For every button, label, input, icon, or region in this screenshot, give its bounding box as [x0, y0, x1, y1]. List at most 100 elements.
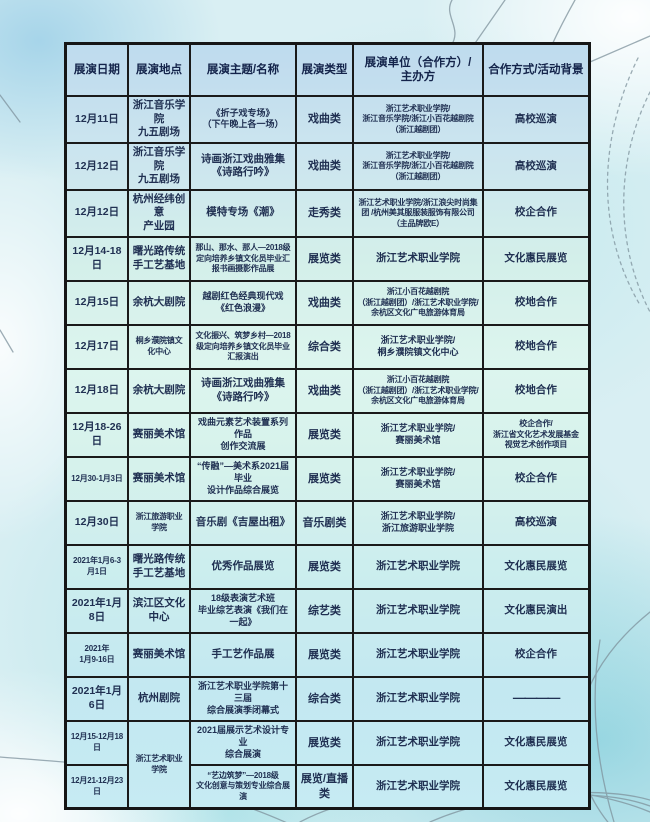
table-body: 12月11日 浙江音乐学院 九五剧场 《折子戏专场》 （下午晚上各一场） 戏曲类 浙江艺… — [64, 95, 591, 810]
cell-date: 12月15-12月18日 — [64, 719, 129, 766]
cell-date: 12月12日 — [64, 188, 129, 238]
cell-date: 12月17日 — [64, 323, 129, 370]
cell-theme: 戏曲元素艺术装置系列作品 创作交流展 — [189, 411, 297, 458]
table-row: 12月15日 余杭大剧院 越剧红色经典现代戏 《红色浪漫》 戏曲类 浙江小百花越剧院 （… — [64, 279, 591, 326]
cell-location: 杭州剧院 — [126, 675, 192, 722]
cell-cooperation: 文化惠民展览 — [481, 719, 591, 766]
header-organizer: 展演单位（合作方）/ 主办方 — [352, 42, 484, 97]
cell-location: 曙光路传统 手工艺基地 — [126, 543, 192, 590]
cell-cooperation: 文化惠民展览 — [481, 235, 591, 282]
cell-organizer: 浙江艺术职业学院 — [352, 719, 484, 766]
cell-date: 12月14-18日 — [64, 235, 129, 282]
header-cooperation: 合作方式/活动背景 — [481, 42, 591, 97]
cell-organizer: 浙江艺术职业学院/ 浙江音乐学院/浙江小百花越剧院 （浙江越剧团） — [352, 95, 484, 144]
cell-organizer: 浙江艺术职业学院 — [352, 631, 484, 678]
cell-theme: 诗画浙江戏曲雅集 《诗路行吟》 — [189, 367, 297, 414]
cell-theme: “传融”—美术系2021届毕业 设计作品综合展览 — [189, 455, 297, 502]
cell-type: 综合类 — [294, 675, 355, 722]
cell-location: 浙江音乐学院 九五剧场 — [126, 141, 192, 191]
cell-date: 2021年1月6日 — [64, 675, 129, 722]
cell-type: 展览类 — [294, 411, 355, 458]
cell-location: 桐乡濮院镇文化中心 — [126, 323, 192, 370]
cell-location: 浙江旅游职业学院 — [126, 499, 192, 546]
cell-organizer: 浙江艺术职业学院 — [352, 543, 484, 590]
cell-theme: 音乐剧《吉屋出租》 — [189, 499, 297, 546]
header-row: 展演日期 展演地点 展演主题/名称 展演类型 展演单位（合作方）/ 主办方 合作… — [64, 42, 591, 97]
table-row: 12月12日 浙江音乐学院 九五剧场 诗画浙江戏曲雅集 《诗路行吟》 戏曲类 浙江艺术职… — [64, 141, 591, 191]
performance-schedule: 展演日期 展演地点 展演主题/名称 展演类型 展演单位（合作方）/ 主办方 合作… — [64, 42, 591, 811]
cell-type: 展览类 — [294, 543, 355, 590]
cell-cooperation: 文化惠民展览 — [481, 763, 591, 810]
sketch-curve — [449, 0, 456, 47]
cell-type: 走秀类 — [294, 188, 355, 238]
cell-cooperation: 高校巡演 — [481, 499, 591, 546]
cell-theme: “艺边筑梦”—2018级 文化创意与策划专业综合展演 — [189, 763, 297, 810]
cell-organizer: 浙江艺术职业学院 — [352, 675, 484, 722]
cell-type: 展览类 — [294, 631, 355, 678]
cell-cooperation: 校企合作/ 浙江省文化艺术发展基金 视觉艺术创作项目 — [481, 411, 591, 458]
cell-cooperation: 校地合作 — [481, 323, 591, 370]
cell-location: 杭州经纬创意 产业园 — [126, 188, 192, 238]
cell-theme: 2021届展示艺术设计专业 综合展演 — [189, 719, 297, 766]
cell-type: 展览类 — [294, 719, 355, 766]
cell-organizer: 浙江小百花越剧院 （浙江越剧团）/浙江艺术职业学院/ 余杭区文化广电旅游体育局 — [352, 367, 484, 414]
cell-theme: 优秀作品展览 — [189, 543, 297, 590]
cell-organizer: 浙江艺术职业学院/ 浙江音乐学院/浙江小百花越剧院 （浙江越剧团） — [352, 141, 484, 191]
cell-organizer: 浙江小百花越剧院 （浙江越剧团）/浙江艺术职业学院/ 余杭区文化广电旅游体育局 — [352, 279, 484, 326]
cell-cooperation: ———— — [481, 675, 591, 722]
cell-location: 滨江区文化中心 — [126, 587, 192, 634]
table-row: 2021年1月6日 杭州剧院 浙江艺术职业学院第十三届 综合展演季闭幕式 综合类 浙江艺… — [64, 675, 591, 722]
cell-cooperation: 文化惠民演出 — [481, 587, 591, 634]
cell-date: 12月11日 — [64, 95, 129, 144]
sketch-curve — [623, 91, 650, 313]
cell-cooperation: 校地合作 — [481, 279, 591, 326]
table-row: 2021年1月6-3月1日 曙光路传统 手工艺基地 优秀作品展览 展览类 浙江艺术职业学… — [64, 543, 591, 590]
cell-theme: 模特专场《潮》 — [189, 188, 297, 238]
cell-organizer: 浙江艺术职业学院 — [352, 763, 484, 810]
cell-theme: 文化振兴、筑梦乡村—2018级定向培养乡镇文化员毕业汇报演出 — [189, 323, 297, 370]
sketch-curve — [0, 94, 21, 123]
cell-theme: 浙江艺术职业学院第十三届 综合展演季闭幕式 — [189, 675, 297, 722]
cell-location: 赛丽美术馆 — [126, 455, 192, 502]
cell-location: 曙光路传统 手工艺基地 — [126, 235, 192, 282]
table-row: 2021年 1月9-16日 赛丽美术馆 手工艺作品展 展览类 浙江艺术职业学院 校企合作 — [64, 631, 591, 678]
cell-cooperation: 校企合作 — [481, 455, 591, 502]
table-row: 12月17日 桐乡濮院镇文化中心 文化振兴、筑梦乡村—2018级定向培养乡镇文化员毕… — [64, 323, 591, 370]
cell-type: 戏曲类 — [294, 279, 355, 326]
cell-cooperation: 高校巡演 — [481, 141, 591, 191]
table-row: 12月12日 杭州经纬创意 产业园 模特专场《潮》 走秀类 浙江艺术职业学院/浙江浪尖时… — [64, 188, 591, 238]
cell-location: 浙江音乐学院 九五剧场 — [126, 95, 192, 144]
cell-date: 12月12日 — [64, 141, 129, 191]
header-date: 展演日期 — [64, 42, 129, 97]
cell-organizer: 浙江艺术职业学院/ 赛丽美术馆 — [352, 455, 484, 502]
table-row: 2021年1月8日 滨江区文化中心 18级表演艺术班 毕业综艺表演《我们在一起》 综艺… — [64, 587, 591, 634]
cell-type: 展览/直播类 — [294, 763, 355, 810]
cell-cooperation: 校企合作 — [481, 188, 591, 238]
table-row: 12月18-26日 赛丽美术馆 戏曲元素艺术装置系列作品 创作交流展 展览类 浙江艺术职… — [64, 411, 591, 458]
header-theme: 展演主题/名称 — [189, 42, 297, 97]
cell-date: 2021年 1月9-16日 — [64, 631, 129, 678]
cell-location: 赛丽美术馆 — [126, 631, 192, 678]
header-location: 展演地点 — [126, 42, 192, 97]
cell-cooperation: 校企合作 — [481, 631, 591, 678]
sketch-curve — [0, 329, 14, 353]
cell-date: 12月18日 — [64, 367, 129, 414]
cell-organizer: 浙江艺术职业学院/ 赛丽美术馆 — [352, 411, 484, 458]
cell-date: 12月21-12月23日 — [64, 763, 129, 810]
header-type: 展演类型 — [294, 42, 355, 97]
cell-type: 音乐剧类 — [294, 499, 355, 546]
cell-type: 展览类 — [294, 455, 355, 502]
cell-date: 2021年1月8日 — [64, 587, 129, 634]
sketch-curve — [594, 639, 615, 822]
cell-date: 12月30日 — [64, 499, 129, 546]
table-row: 12月14-18日 曙光路传统 手工艺基地 那山、那水、那人—2018级定向培养乡镇… — [64, 235, 591, 282]
cell-theme: 越剧红色经典现代戏 《红色浪漫》 — [189, 279, 297, 326]
cell-organizer: 浙江艺术职业学院/ 桐乡濮院镇文化中心 — [352, 323, 484, 370]
cell-type: 戏曲类 — [294, 367, 355, 414]
cell-location: 余杭大剧院 — [126, 279, 192, 326]
cell-location: 浙江艺术职业学院 — [126, 719, 192, 810]
cell-theme: 《折子戏专场》 （下午晚上各一场） — [189, 95, 297, 144]
cell-date: 2021年1月6-3月1日 — [64, 543, 129, 590]
cell-organizer: 浙江艺术职业学院 — [352, 587, 484, 634]
